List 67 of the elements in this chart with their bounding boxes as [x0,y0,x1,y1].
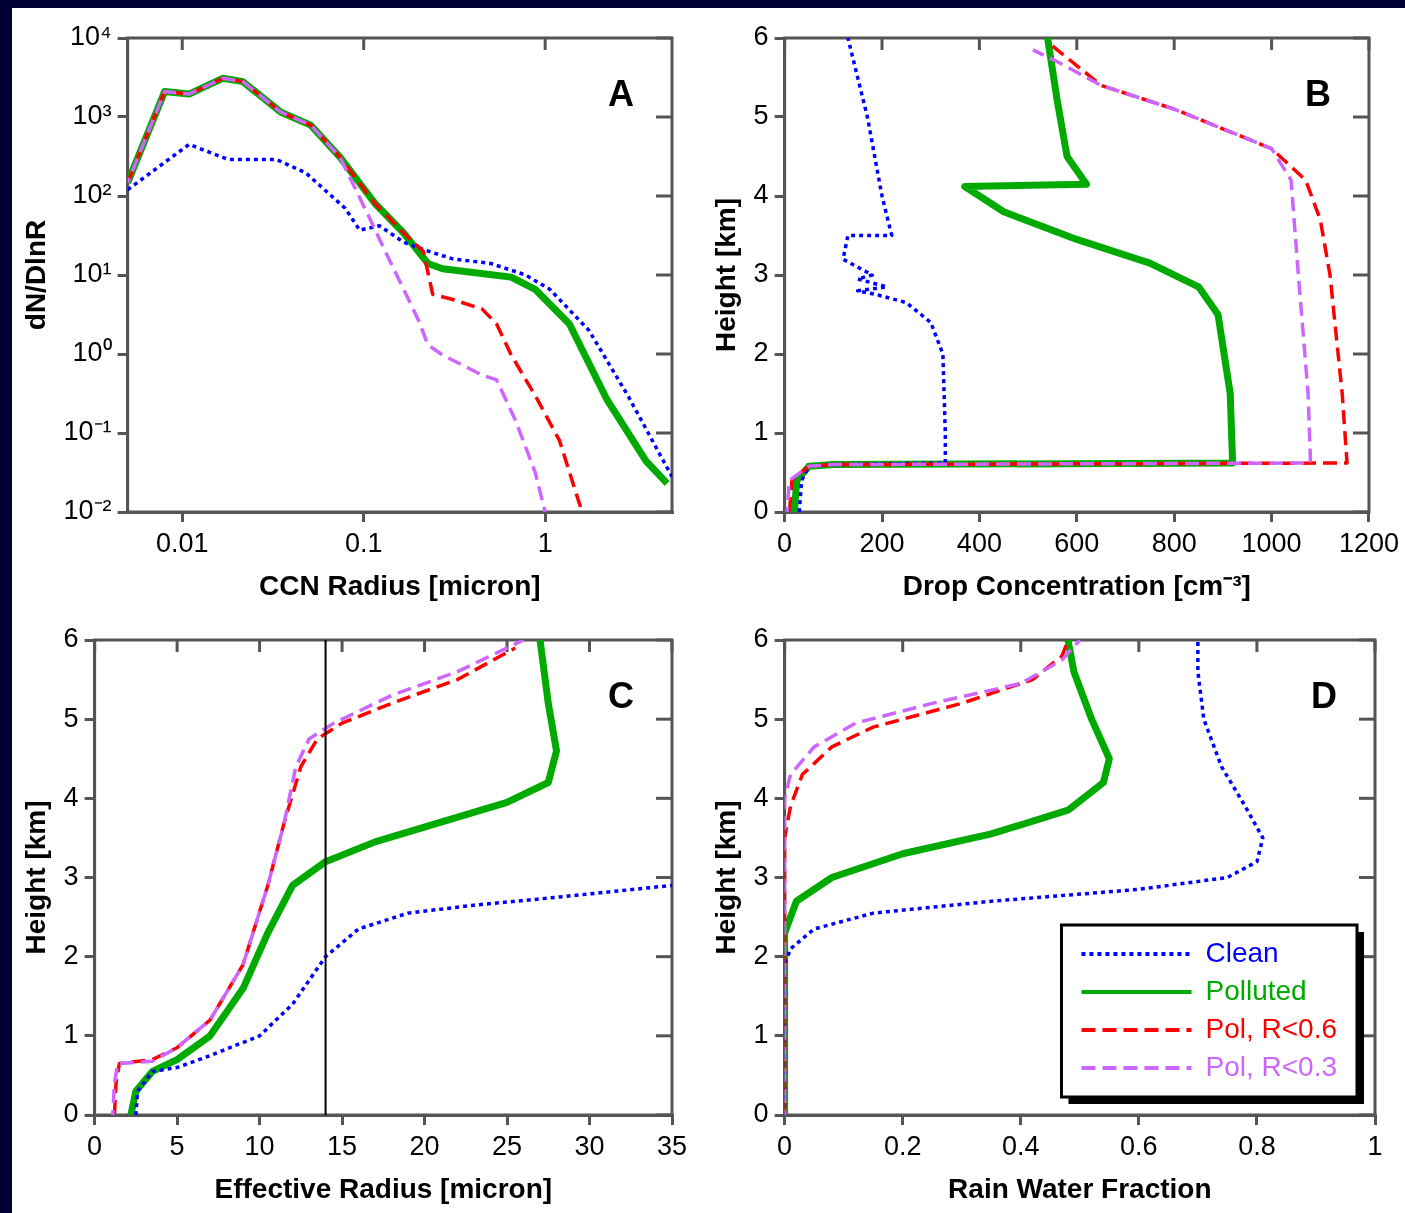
y-tick-label: 0 [63,1098,79,1129]
y-tick-label: 10² [72,179,112,210]
y-tick-label: 3 [63,860,79,891]
y-tick-label: 2 [63,940,79,971]
legend-label: Pol, R<0.3 [1205,1050,1338,1082]
x-tick-label: 400 [956,527,1002,558]
x-tick-label: 0.6 [1120,1130,1158,1161]
x-tick-label: 0.2 [883,1130,922,1161]
x-tick-label: 0 [777,527,793,558]
x-tick-label: 20 [409,1130,440,1161]
y-tick-label: 6 [753,21,769,52]
x-tick-label: 1000 [1241,527,1302,558]
x-tick-label: 5 [169,1130,185,1161]
y-axis-title: Height [km] [709,800,741,955]
y-tick-label: 10¹ [72,258,112,289]
x-tick-label: 0.1 [344,527,383,558]
legend-label: Polluted [1205,974,1307,1006]
y-tick-label: 5 [63,702,79,733]
y-tick-label: 4 [753,179,769,210]
x-tick-label: 10 [244,1130,275,1161]
x-tick-label: 15 [327,1130,358,1161]
x-tick-label: 25 [492,1130,523,1161]
y-tick-label: 6 [753,623,769,654]
x-tick-label: 1200 [1338,527,1400,558]
x-axis-title: Rain Water Fraction [948,1172,1212,1204]
y-axis-title: Height [km] [19,800,51,955]
y-tick-label: 2 [753,337,769,368]
x-tick-label: 30 [574,1130,605,1161]
x-tick-label: 1 [537,527,553,558]
y-tick-label: 10⁰ [72,337,112,368]
annotation: D [1311,674,1337,716]
y-tick-label: 2 [753,940,769,971]
y-tick-label: 3 [753,860,769,891]
x-tick-label: 0 [777,1130,793,1161]
x-tick-label: 1 [1367,1130,1383,1161]
y-tick-label: 6 [63,623,79,654]
x-axis-title: Effective Radius [micron] [214,1172,553,1204]
x-axis-title: Drop Concentration [cm⁻³] [902,569,1251,601]
x-tick-label: 200 [859,527,905,558]
annotation: C [608,674,634,716]
legend-label: Pol, R<0.6 [1205,1012,1338,1044]
y-axis-title: Height [km] [709,198,741,352]
y-tick-label: 1 [753,416,769,447]
y-tick-label: 0 [753,1098,769,1129]
y-tick-label: 10⁻¹ [63,416,112,447]
x-axis-title: CCN Radius [micron] [259,569,541,601]
y-tick-label: 4 [63,781,79,812]
y-tick-label: 5 [753,100,769,131]
x-tick-label: 0.4 [1002,1130,1040,1161]
y-tick-label: 10³ [72,100,112,131]
y-tick-label: 10⁴ [69,21,112,52]
annotation: B [1304,72,1331,114]
x-tick-label: 800 [1151,527,1197,558]
y-tick-label: 1 [63,1019,79,1050]
x-tick-label: 600 [1054,527,1100,558]
annotation: A [608,72,634,114]
y-tick-label: 10⁻² [63,495,112,526]
y-tick-label: 4 [753,781,769,812]
y-tick-label: 3 [753,258,769,289]
y-tick-label: 0 [753,495,769,526]
y-axis-title: dN/DlnR [19,219,51,331]
y-tick-label: 1 [753,1019,769,1050]
y-tick-label: 5 [753,702,769,733]
x-tick-label: 0.8 [1238,1130,1276,1161]
x-tick-label: 35 [656,1130,688,1161]
x-tick-label: 0.01 [155,527,209,558]
legend-label: Clean [1205,936,1279,968]
